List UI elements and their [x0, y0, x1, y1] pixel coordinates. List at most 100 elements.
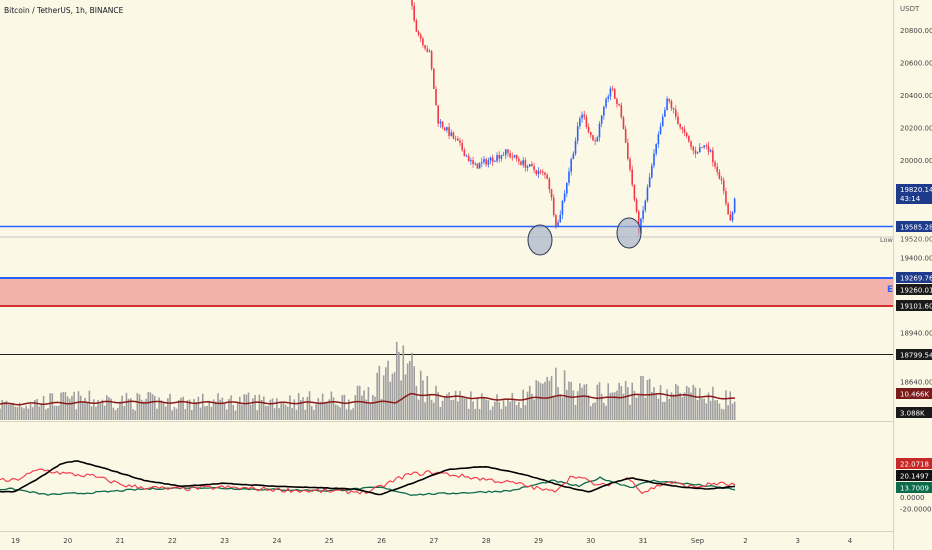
volume-bar — [485, 399, 487, 420]
volume-bar — [36, 398, 38, 420]
oscillator-black-line — [0, 460, 736, 496]
volume-bar — [542, 383, 544, 420]
date-label: 31 — [639, 537, 648, 545]
volume-pane[interactable] — [0, 341, 736, 420]
candle-body — [631, 169, 633, 185]
volume-bar — [385, 367, 387, 420]
volume-bar — [182, 396, 184, 420]
candle-body — [548, 178, 551, 190]
volume-bar — [433, 402, 435, 420]
candle-body — [657, 134, 660, 145]
candle-body — [472, 160, 474, 165]
volume-bar — [487, 400, 490, 420]
time-axis[interactable]: 19 20 21 22 23 24 25 26 27 28 29 30 31 Sep 2 3 4 — [11, 537, 853, 545]
volume-bar — [661, 401, 664, 420]
volume-bar — [127, 398, 130, 420]
volume-bar — [561, 397, 564, 420]
volume-bar — [25, 405, 27, 420]
candle-body — [622, 117, 625, 130]
candle-body — [600, 115, 603, 124]
candle-body — [483, 159, 485, 163]
price-axis[interactable]: USDT 20800.00 20600.00 20400.00 20200.00 200… — [880, 5, 932, 513]
demand-zone[interactable] — [0, 278, 893, 306]
volume-bar — [598, 382, 601, 420]
volume-bar — [450, 400, 453, 420]
volume-bar — [149, 392, 152, 420]
low-price-badge — [896, 233, 932, 244]
volume-bar — [223, 403, 226, 420]
candle-body — [587, 126, 590, 132]
candle-body — [727, 203, 729, 215]
volume-bar — [313, 409, 315, 420]
candle-body — [703, 145, 705, 148]
volume-bar — [692, 384, 695, 420]
volume-bar — [509, 401, 511, 420]
candle-body — [581, 114, 583, 119]
volume-bar — [297, 393, 300, 420]
oscillator-pane[interactable] — [0, 460, 736, 496]
candle-body — [570, 159, 572, 172]
candle-body — [685, 132, 688, 137]
volume-bar — [596, 384, 599, 420]
volume-ma-value: 10.466K — [900, 391, 929, 399]
date-label: Sep — [691, 537, 705, 545]
volume-bar — [635, 397, 638, 420]
volume-bar — [42, 395, 45, 420]
volume-bar — [398, 351, 400, 420]
low-circle-2 — [616, 217, 642, 249]
volume-bar — [204, 406, 206, 420]
volume-bar — [439, 406, 442, 420]
candle-body — [598, 123, 601, 138]
volume-bar — [1, 399, 3, 420]
volume-bar — [82, 402, 84, 420]
volume-bar — [315, 404, 317, 420]
volume-bar — [66, 396, 69, 420]
volume-bar — [679, 392, 681, 420]
volume-bar — [62, 392, 65, 420]
volume-bar — [622, 393, 625, 420]
volume-bar — [247, 392, 250, 420]
volume-bar — [668, 398, 671, 420]
candle-body — [439, 121, 442, 124]
candle-body — [607, 96, 610, 99]
candle-body — [539, 170, 542, 172]
volume-bar — [112, 407, 115, 420]
volume-bar — [515, 405, 518, 420]
candle-body — [696, 152, 699, 154]
volume-bar — [729, 391, 732, 420]
volume-bar — [443, 396, 446, 420]
volume-bar — [528, 385, 531, 420]
volume-bar — [430, 399, 433, 420]
candle-body — [470, 160, 472, 162]
candle-body — [618, 104, 620, 106]
candle-body — [705, 145, 708, 147]
volume-bar — [722, 409, 725, 420]
volume-bar — [3, 401, 6, 420]
bar-countdown: 43:14 — [900, 195, 921, 203]
volume-bar — [27, 408, 30, 420]
candle-body — [528, 164, 531, 167]
volume-bar — [354, 395, 357, 420]
volume-bar — [337, 405, 339, 420]
volume-bar — [147, 392, 150, 420]
volume-bar — [568, 381, 570, 420]
candle-body — [520, 161, 522, 165]
date-label: 24 — [273, 537, 282, 545]
volume-bar — [95, 406, 97, 420]
volume-bar — [374, 396, 376, 420]
candle-body — [537, 170, 540, 174]
candle-body — [459, 140, 461, 143]
price-pane[interactable]: E Bitcoin / TetherUS, 1h, BINANCE — [0, 0, 893, 355]
volume-bar — [533, 399, 535, 420]
volume-bar — [587, 395, 590, 420]
volume-bar — [371, 394, 374, 420]
volume-bar — [99, 403, 102, 420]
price-tick-label: 20800.00 — [900, 27, 932, 35]
volume-bar — [193, 399, 195, 420]
volume-bar — [387, 360, 389, 420]
candle-body — [491, 157, 494, 162]
volume-bar — [611, 392, 614, 420]
volume-bar — [712, 386, 714, 420]
candle-body — [572, 153, 575, 160]
